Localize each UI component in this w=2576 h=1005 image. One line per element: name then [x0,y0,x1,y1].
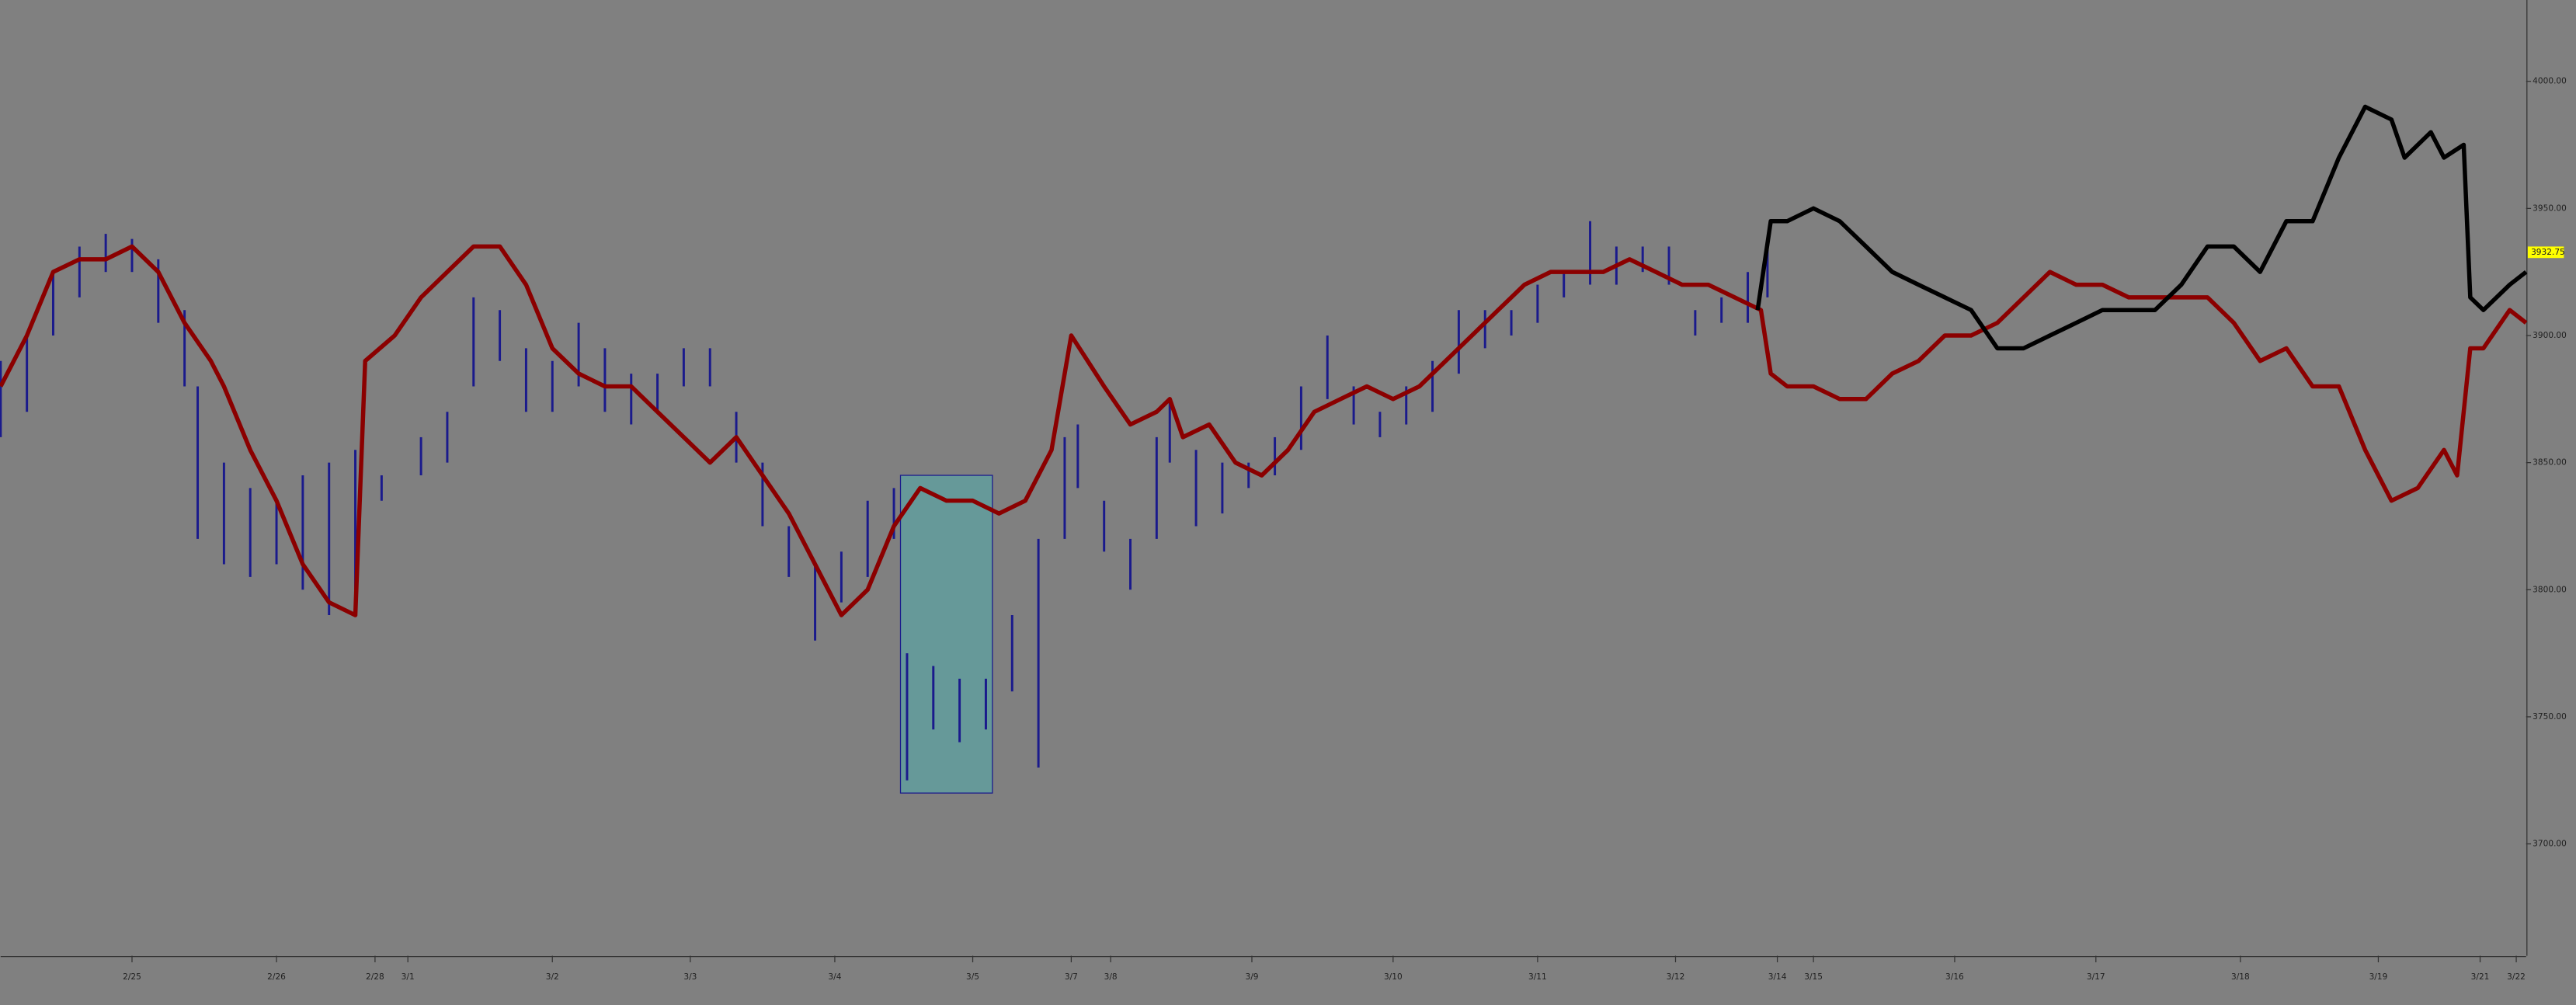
y-tick-label: 3950.00 [2533,203,2567,213]
y-tick-label: 3850.00 [2533,458,2567,468]
x-tick-label: 3/9 [1245,972,1258,982]
y-tick-label: 3900.00 [2533,331,2567,340]
x-tick-label: 3/14 [1768,972,1787,982]
shaded-region [899,475,993,794]
x-tick-label: 3/17 [2087,972,2105,982]
x-tick-label: 3/21 [2471,972,2490,982]
x-tick-label: 3/3 [683,972,697,982]
x-tick-label: 3/19 [2369,972,2388,982]
x-tick-label: 3/22 [2507,972,2526,982]
x-tick-label: 3/16 [1945,972,1964,982]
y-tick-label: 4000.00 [2533,77,2567,86]
x-tick-label: 3/10 [1384,972,1403,982]
x-tick-label: 3/1 [402,972,415,982]
series-line [1755,104,2528,351]
x-tick-label: 2/28 [366,972,384,982]
series-line [0,244,2528,617]
last-price-box [2527,246,2564,259]
x-tick-label: 3/8 [1104,972,1118,982]
last-price-label: 3932.75 [2531,248,2565,257]
x-tick-label: 3/7 [1065,972,1078,982]
y-tick-label: 3750.00 [2533,712,2567,722]
y-tick-label: 3700.00 [2533,840,2567,849]
x-tick-label: 2/25 [123,972,141,982]
x-tick-label: 3/11 [1528,972,1547,982]
x-tick-label: 2/26 [267,972,286,982]
x-tick-label: 3/18 [2231,972,2250,982]
x-tick-label: 3/15 [1804,972,1823,982]
x-tick-label: 3/5 [966,972,979,982]
y-tick-label: 3800.00 [2533,585,2567,594]
x-tick-label: 3/2 [546,972,559,982]
x-tick-label: 3/12 [1667,972,1685,982]
x-tick-label: 3/4 [828,972,841,982]
